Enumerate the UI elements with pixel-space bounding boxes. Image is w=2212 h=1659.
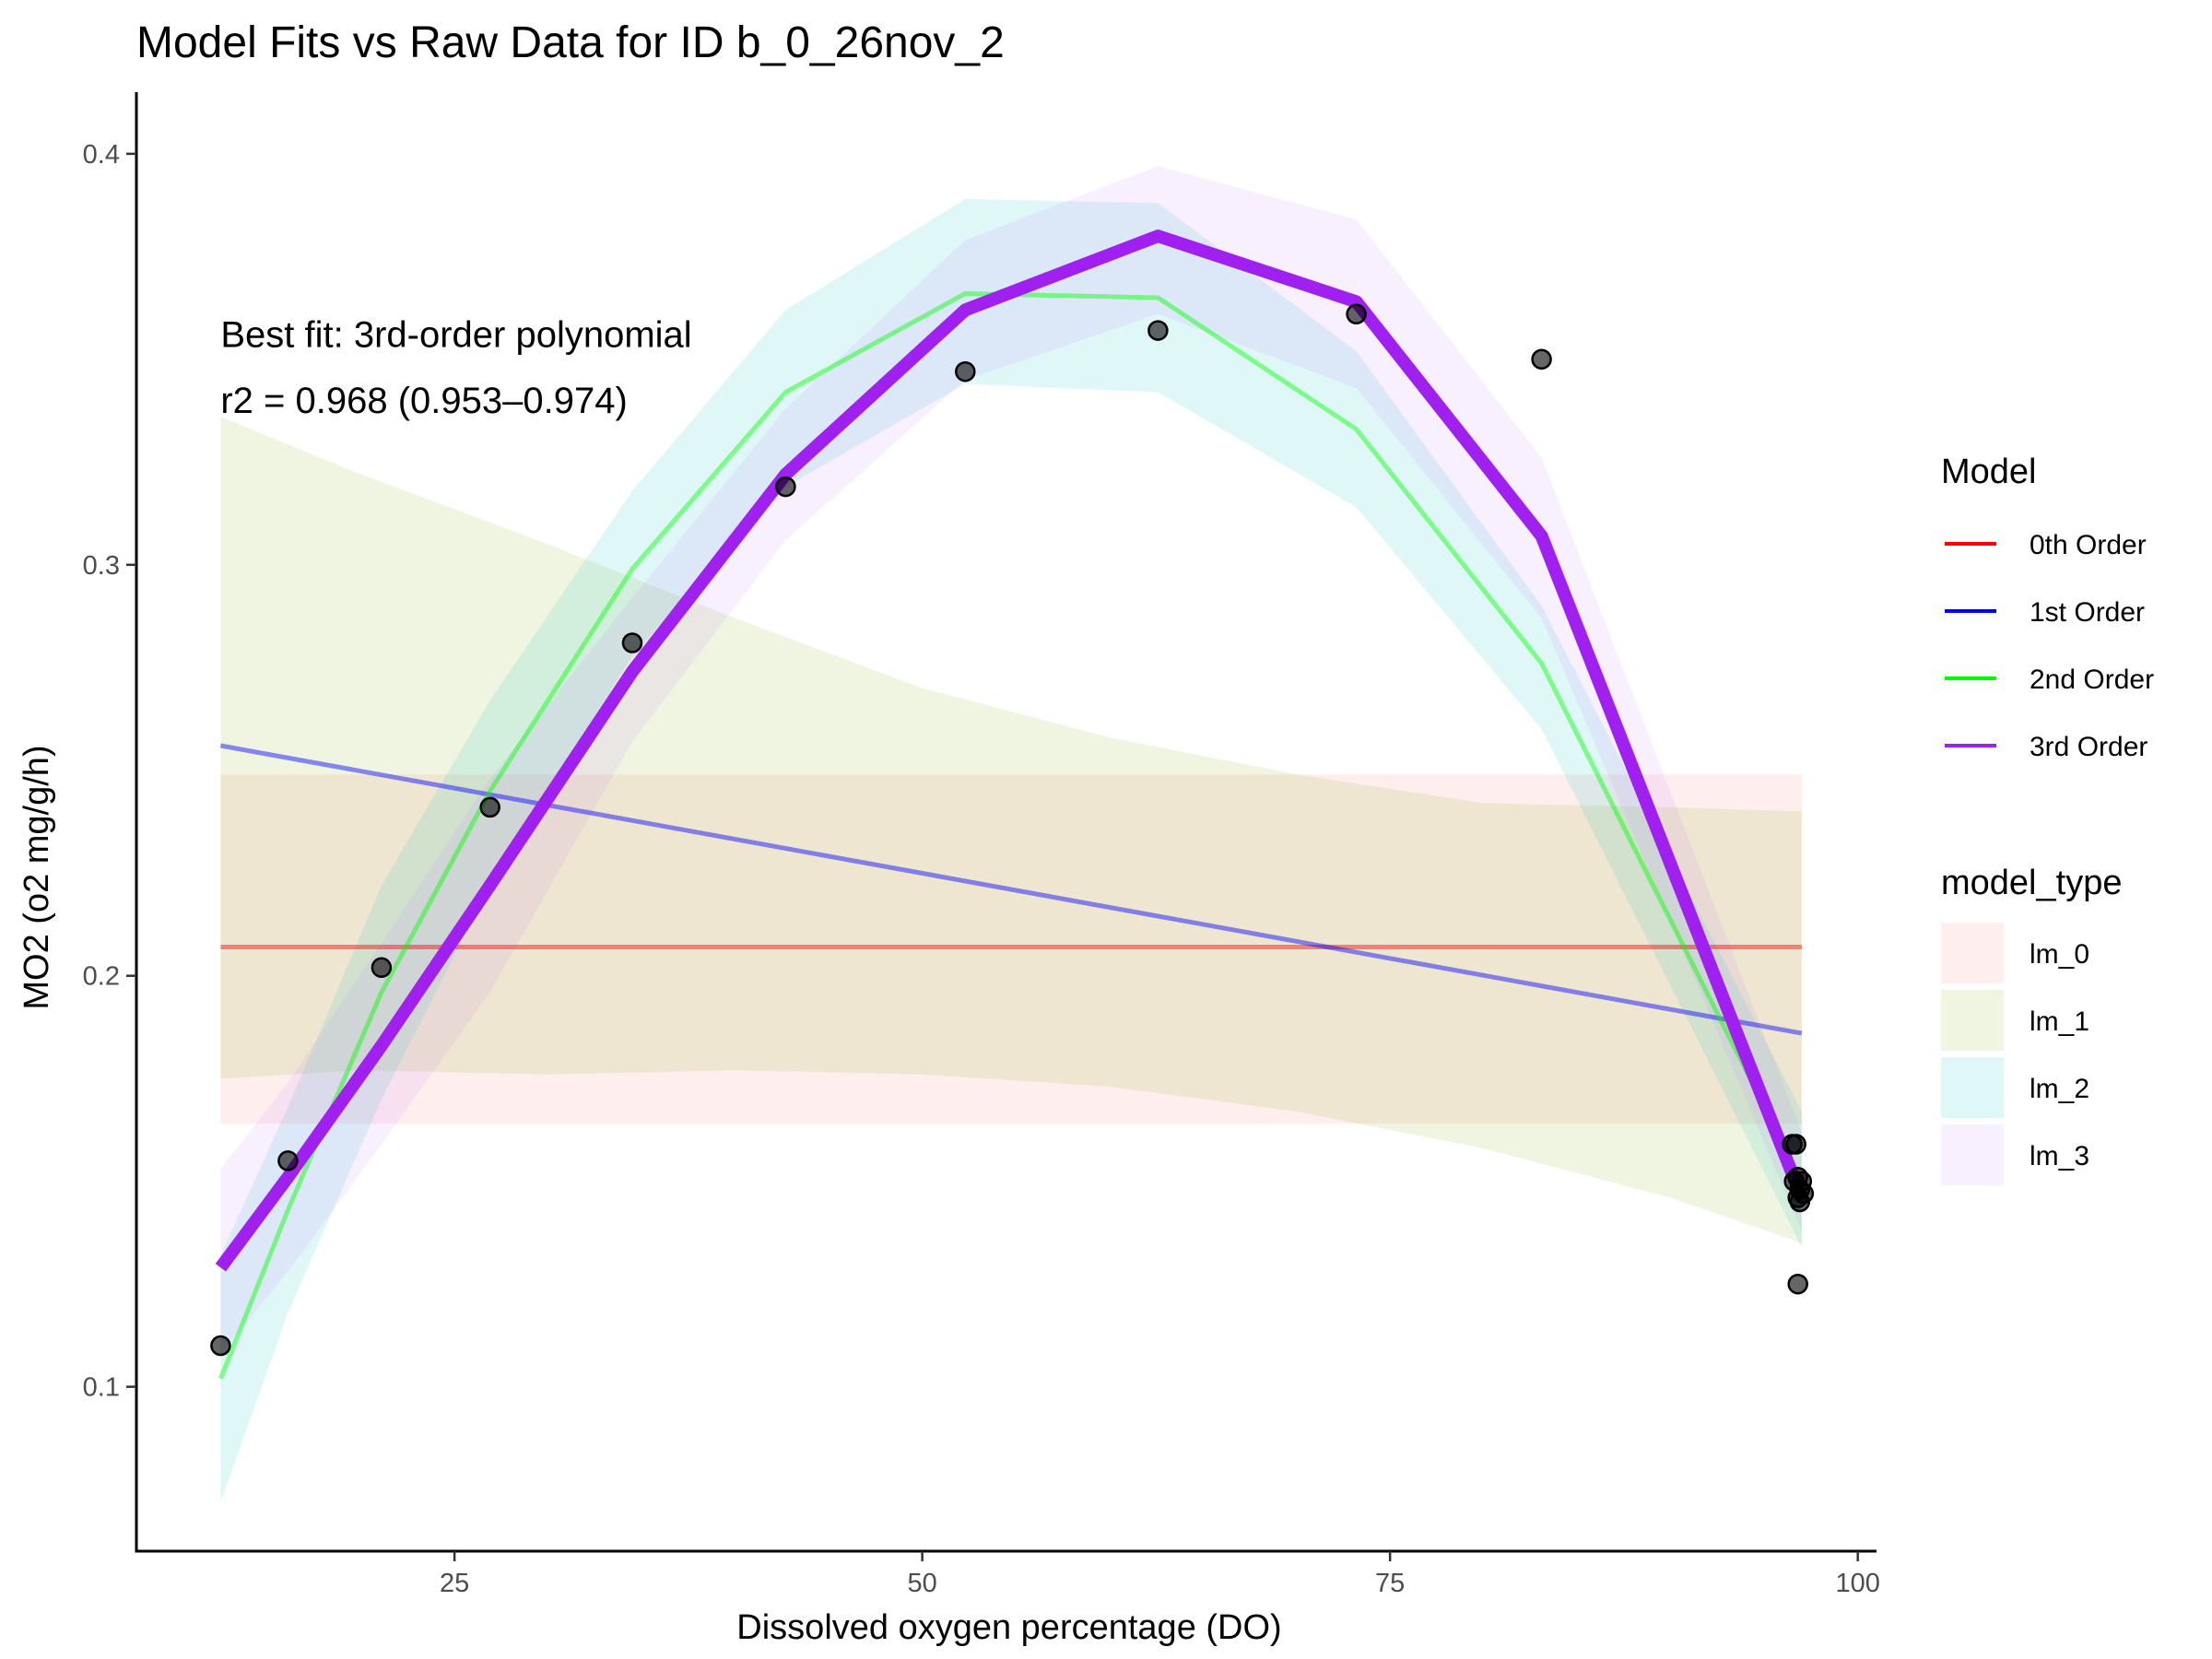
- legend-model-type-label: lm_2: [2030, 1074, 2089, 1104]
- y-axis-ticks: 0.1 0.2 0.3 0.4: [83, 140, 136, 1403]
- data-point: [1785, 1134, 1806, 1155]
- data-point: [1346, 303, 1367, 325]
- best-fit-annotation: Best fit: 3rd-order polynomial: [220, 314, 691, 355]
- data-point: [621, 632, 643, 653]
- x-axis-title: Dissolved oxygen percentage (DO): [736, 1608, 1281, 1647]
- x-tick-label: 100: [1836, 1569, 1880, 1598]
- confidence-ribbons: [220, 166, 1802, 1502]
- legend-model-label: 2nd Order: [2030, 665, 2154, 695]
- y-tick-label: 0.2: [83, 962, 120, 992]
- data-point: [210, 1335, 231, 1357]
- ribbon-lm-1: [220, 417, 1802, 1243]
- x-tick-label: 25: [440, 1569, 469, 1598]
- legend-model-type-label: lm_1: [2030, 1006, 2089, 1037]
- data-point: [1789, 1191, 1811, 1213]
- series-line-3rd-order: [215, 229, 1808, 1272]
- y-axis-title: MO2 (o2 mg/g/h): [18, 745, 56, 1009]
- r2-annotation: r2 = 0.968 (0.953–0.974): [220, 381, 627, 421]
- y-tick-label: 0.4: [83, 140, 120, 170]
- legend-model-label: 1st Order: [2030, 597, 2145, 628]
- y-tick-label: 0.1: [83, 1373, 120, 1403]
- x-tick-label: 75: [1375, 1569, 1405, 1598]
- data-point: [955, 360, 976, 382]
- series-line-2nd-order: [218, 291, 1805, 1380]
- legend-model-type: model_type lm_0 lm_1 lm_2 lm_3: [1941, 864, 2122, 1185]
- data-point: [1531, 348, 1552, 371]
- legend-model-title: Model: [1941, 453, 2037, 491]
- legend-model-type-title: model_type: [1941, 864, 2122, 902]
- x-axis-ticks: 25 50 75 100: [440, 1551, 1880, 1598]
- x-tick-label: 50: [908, 1569, 937, 1598]
- legend-model-type-key: [1941, 1124, 2004, 1185]
- series-line-1st-order: [219, 743, 1803, 1036]
- data-point: [1147, 320, 1169, 341]
- legend-model-label: 0th Order: [2030, 530, 2147, 560]
- legend-model-label: 3rd Order: [2030, 732, 2147, 762]
- data-point: [479, 796, 500, 818]
- chart-title: Model Fits vs Raw Data for ID b_0_26nov_…: [136, 18, 1005, 67]
- ribbon-lm-2: [220, 198, 1802, 1502]
- y-tick-label: 0.3: [83, 551, 120, 581]
- legend-model-type-key: [1941, 923, 2004, 983]
- ribbon-lm-3: [220, 166, 1802, 1354]
- data-point: [277, 1150, 299, 1171]
- legend-model-type-label: lm_0: [2030, 939, 2089, 970]
- ribbon-lm-0: [220, 774, 1802, 1124]
- model-lines: [215, 229, 1808, 1380]
- data-point: [371, 957, 393, 979]
- raw-data-points: [210, 303, 1815, 1357]
- legend-model-type-label: lm_3: [2030, 1141, 2089, 1171]
- data-point: [775, 476, 796, 498]
- data-point: [1787, 1273, 1808, 1295]
- legend-model-type-key: [1941, 1057, 2004, 1118]
- legend-model-type-key: [1941, 990, 2004, 1051]
- legend-model: Model 0th Order 1st Order 2nd Order 3rd Orde…: [1941, 453, 2154, 762]
